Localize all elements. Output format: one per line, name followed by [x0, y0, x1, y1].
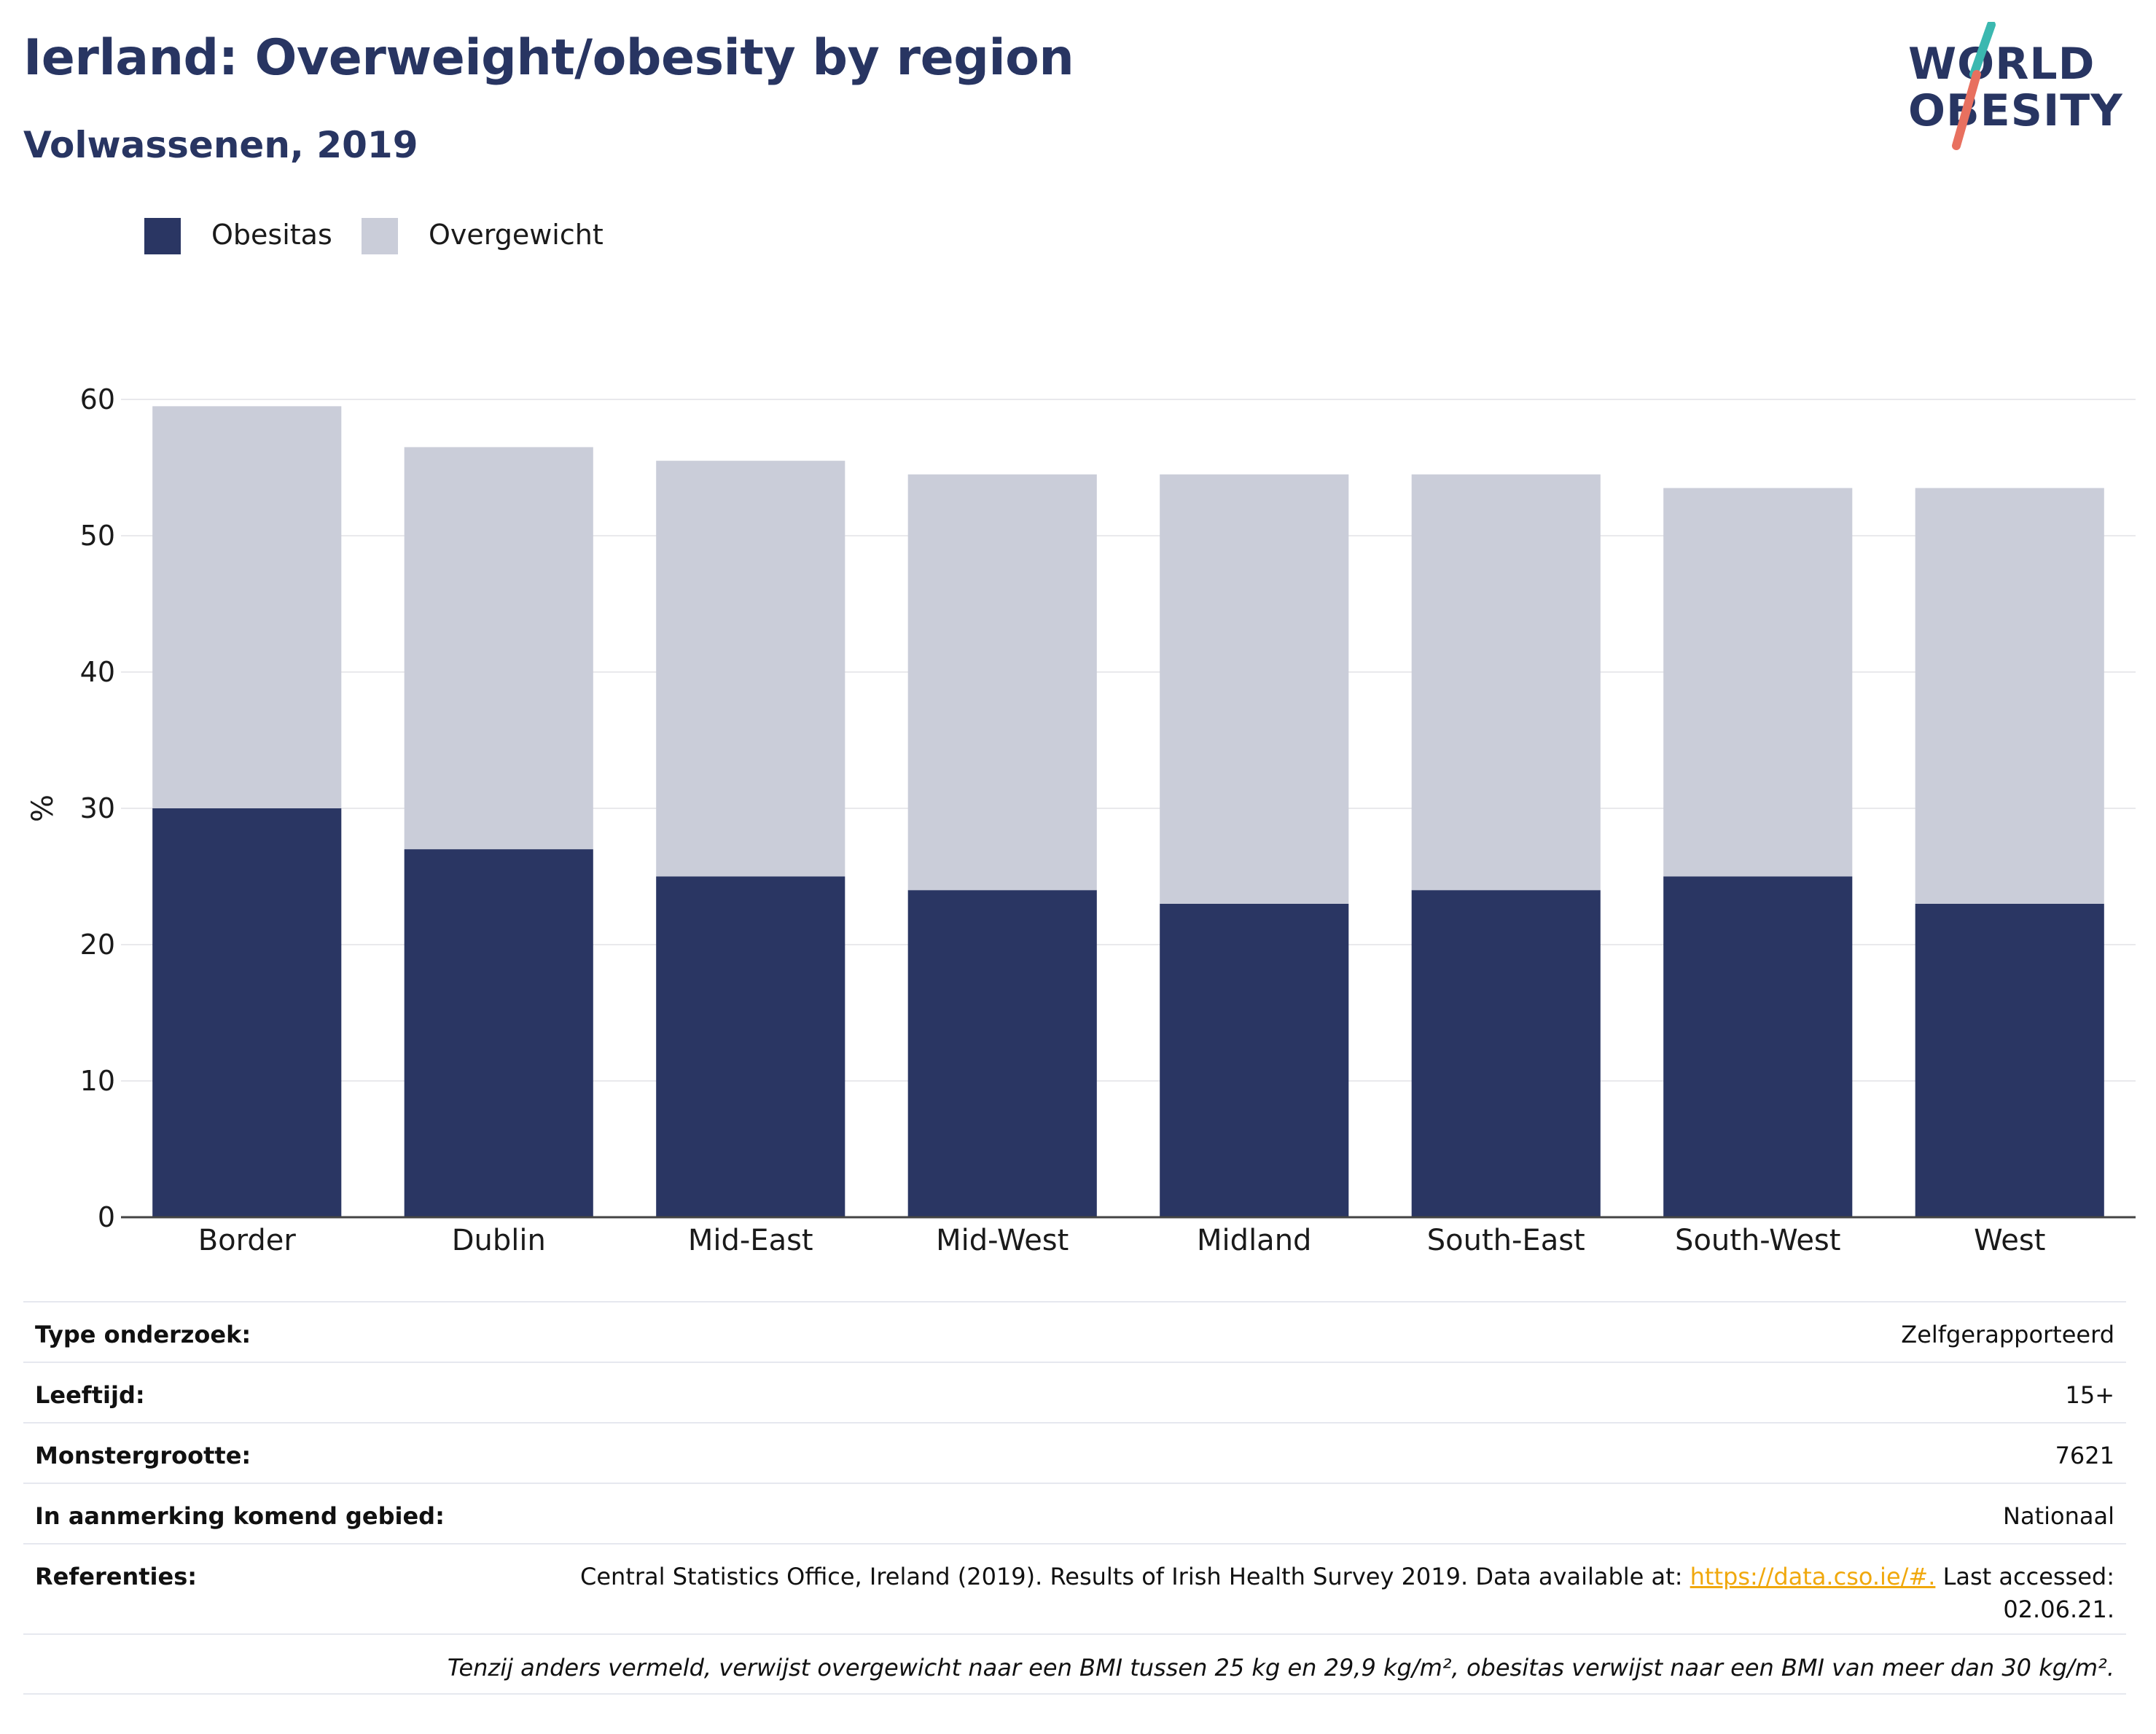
- legend-swatch-overgewicht: [362, 218, 398, 254]
- x-tick-label: Midland: [1197, 1224, 1311, 1257]
- info-row-survey-type: Type onderzoek: Zelfgerapporteerd: [23, 1301, 2126, 1362]
- info-label: In aanmerking komend gebied:: [35, 1502, 445, 1530]
- y-tick-label: 50: [80, 520, 115, 552]
- legend-label-overgewicht: Overgewicht: [429, 219, 604, 251]
- info-row-note: Tenzij anders vermeld, verwijst overgewi…: [23, 1633, 2126, 1695]
- references-last-accessed: Last accessed:: [1942, 1563, 2114, 1590]
- references-label: Referenties:: [35, 1563, 198, 1590]
- bar-obesitas-mid-east: [656, 876, 845, 1217]
- x-tick-label: Dublin: [452, 1224, 546, 1257]
- x-tick-label: Border: [198, 1224, 297, 1257]
- bar-obesitas-west: [1915, 903, 2104, 1217]
- info-value: 15+: [2065, 1381, 2114, 1409]
- y-tick-label: 0: [98, 1201, 115, 1233]
- bar-overgewicht-dublin: [404, 447, 593, 850]
- info-value: 7621: [2055, 1442, 2114, 1469]
- x-tick-label: South-East: [1427, 1224, 1585, 1257]
- info-label: Monstergrootte:: [35, 1442, 251, 1469]
- bmi-note: Tenzij anders vermeld, verwijst overgewi…: [447, 1654, 2114, 1682]
- chart-subtitle: Volwassenen, 2019: [23, 124, 418, 166]
- info-table: Type onderzoek: Zelfgerapporteerd Leefti…: [23, 1301, 2126, 1695]
- bar-obesitas-south-west: [1663, 876, 1853, 1217]
- world-obesity-logo: WORLD OBESITY: [1895, 22, 2136, 153]
- references-date: 02.06.21.: [2003, 1596, 2114, 1623]
- logo-slash-icon: [1952, 22, 1996, 150]
- info-row-area: In aanmerking komend gebied: Nationaal: [23, 1483, 2126, 1543]
- info-value: Zelfgerapporteerd: [1901, 1321, 2114, 1348]
- bar-overgewicht-border: [152, 406, 342, 808]
- bar-chart: 0 10 20 30 40 50 60% Border Dublin Mid-East Mid-We…: [26, 383, 2136, 1257]
- x-tick-label: West: [1974, 1224, 2045, 1257]
- references-link[interactable]: https://data.cso.ie/#.: [1690, 1563, 1936, 1590]
- x-tick-label: South-West: [1675, 1224, 1840, 1257]
- bar-obesitas-dublin: [404, 849, 593, 1217]
- bar-overgewicht-midland: [1160, 474, 1349, 904]
- bar-overgewicht-south-west: [1663, 488, 1853, 877]
- bar-obesitas-midland: [1160, 903, 1349, 1217]
- info-row-sample-size: Monstergrootte: 7621: [23, 1422, 2126, 1483]
- bar-overgewicht-south-east: [1411, 474, 1601, 891]
- y-tick-label: 60: [80, 383, 115, 415]
- y-axis-label: %: [26, 794, 60, 822]
- info-label: Type onderzoek:: [35, 1321, 251, 1348]
- legend-label-obesitas: Obesitas: [211, 219, 332, 251]
- chart-title: Ierland: Overweight/obesity by region: [23, 29, 1074, 87]
- y-tick-label: 10: [80, 1065, 115, 1097]
- info-label: Leeftijd:: [35, 1381, 145, 1409]
- info-value: Nationaal: [2003, 1502, 2114, 1530]
- legend-swatch-obesitas: [144, 218, 181, 254]
- references-text-line: Central Statistics Office, Ireland (2019…: [580, 1563, 2114, 1590]
- info-row-references: Referenties: Central Statistics Office, …: [23, 1543, 2126, 1633]
- y-tick-label: 40: [80, 656, 115, 688]
- y-tick-label: 20: [80, 929, 115, 961]
- references-text: Central Statistics Office, Ireland (2019…: [580, 1563, 1683, 1590]
- bar-overgewicht-west: [1915, 488, 2104, 904]
- x-tick-label: Mid-East: [688, 1224, 813, 1257]
- bar-obesitas-south-east: [1411, 890, 1601, 1217]
- bar-overgewicht-mid-east: [656, 461, 845, 877]
- bar-obesitas-border: [152, 808, 342, 1217]
- bar-obesitas-mid-west: [907, 890, 1097, 1217]
- logo-text-obesity: OBESITY: [1908, 85, 2123, 136]
- logo-text-world: WORLD: [1908, 39, 2096, 90]
- info-row-age: Leeftijd: 15+: [23, 1362, 2126, 1422]
- y-tick-label: 30: [80, 792, 115, 824]
- bar-overgewicht-mid-west: [907, 474, 1097, 891]
- x-tick-label: Mid-West: [936, 1224, 1069, 1257]
